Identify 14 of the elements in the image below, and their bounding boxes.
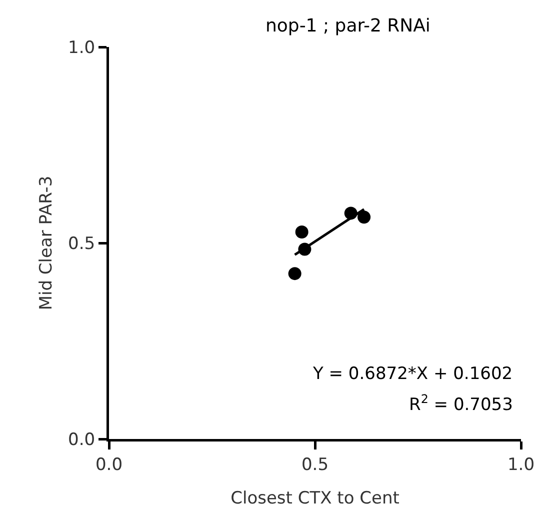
y-tick-label: 0.0 (68, 430, 96, 450)
point (295, 226, 308, 239)
chart-title: nop-1 ; par-2 RNAi (265, 15, 430, 36)
point (288, 267, 302, 280)
annotation: R$^{2}$ = 0.7053 (409, 392, 513, 416)
x-tick-label: 0.0 (95, 454, 123, 475)
y-tick-label: 0.5 (68, 234, 96, 254)
y-axis-title: Mid Clear PAR-3 (36, 176, 56, 310)
x-axis-title: Closest CTX to Cent (230, 488, 400, 509)
annotation: Y = 0.6872*X + 0.1602 (312, 364, 513, 384)
y-tick-label: 1.0 (68, 38, 96, 58)
x-tick-label: 1.0 (507, 454, 535, 475)
point (358, 210, 371, 224)
x-tick-label: 0.5 (301, 454, 329, 475)
